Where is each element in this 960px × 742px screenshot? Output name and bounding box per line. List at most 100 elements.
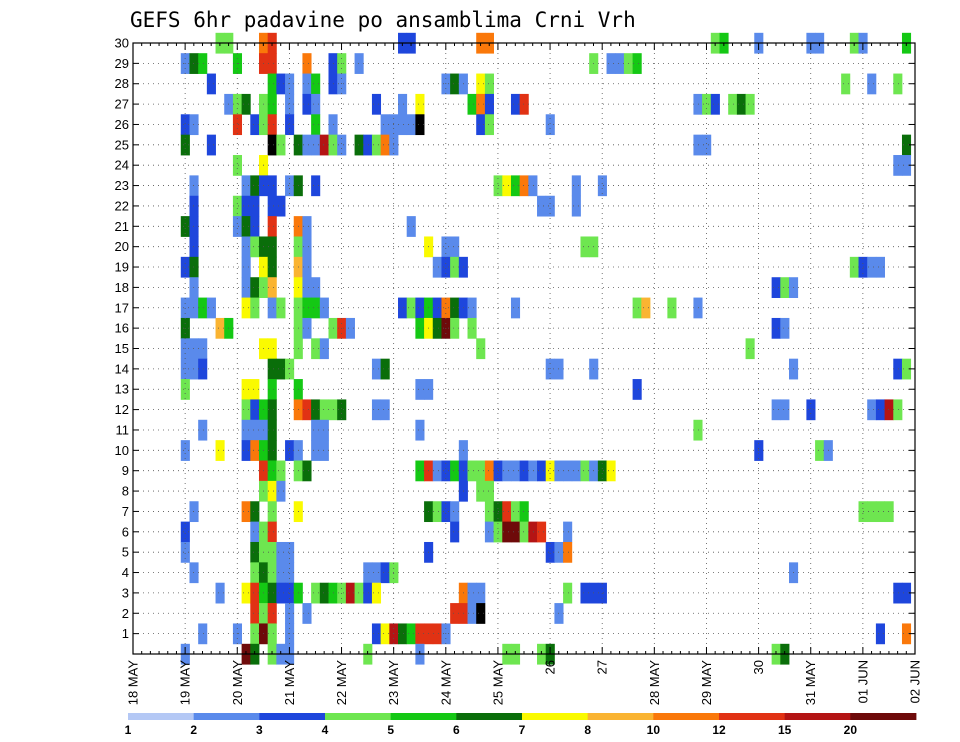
heatmap-cell bbox=[537, 195, 547, 217]
heatmap-cell bbox=[267, 399, 277, 421]
heatmap-cell bbox=[241, 419, 251, 441]
heatmap-cell bbox=[189, 236, 199, 258]
x-tick-label: 21 MAY bbox=[282, 660, 297, 706]
heatmap-cell bbox=[189, 338, 199, 360]
heatmap-cell bbox=[450, 256, 460, 278]
colorbar-label: 3 bbox=[256, 723, 263, 737]
y-tick-label: 2 bbox=[122, 606, 129, 621]
colorbar-swatch bbox=[390, 713, 457, 720]
heatmap-cell bbox=[285, 562, 295, 584]
heatmap-cell bbox=[276, 541, 286, 563]
heatmap-cell bbox=[476, 73, 486, 95]
x-tick-label: 29 MAY bbox=[699, 660, 714, 706]
heatmap-cell bbox=[597, 175, 607, 197]
heatmap-cell bbox=[563, 460, 573, 482]
heatmap-cell bbox=[189, 53, 199, 74]
heatmap-cell bbox=[241, 216, 251, 237]
heatmap-cell bbox=[267, 256, 277, 278]
heatmap-cell bbox=[241, 440, 251, 461]
heatmap-cell bbox=[319, 297, 329, 319]
colorbar-legend: 1 2 3 4 5 6 7 8 10 12 15 20 bbox=[125, 713, 917, 737]
heatmap-cell bbox=[476, 93, 486, 115]
heatmap-cell bbox=[519, 175, 529, 197]
x-tick-label: 24 MAY bbox=[438, 660, 453, 706]
heatmap-cell bbox=[311, 419, 321, 441]
heatmap-cell bbox=[510, 460, 521, 482]
heatmap-cell bbox=[215, 582, 225, 604]
heatmap-cell bbox=[484, 501, 494, 523]
heatmap-cell bbox=[302, 73, 312, 95]
colorbar-label: 5 bbox=[387, 723, 394, 737]
heatmap-cell bbox=[311, 297, 321, 319]
heatmap-cell bbox=[884, 399, 894, 421]
heatmap-cell bbox=[806, 399, 816, 421]
heatmap-cell bbox=[580, 236, 590, 258]
heatmap-cell bbox=[736, 93, 746, 115]
heatmap-cell bbox=[467, 603, 477, 624]
heatmap-cell bbox=[276, 562, 286, 584]
heatmap-cell bbox=[241, 175, 251, 197]
heatmap-cell bbox=[667, 297, 677, 319]
heatmap-cell bbox=[206, 134, 216, 156]
heatmap-cell bbox=[267, 73, 277, 95]
heatmap-cell bbox=[563, 521, 573, 543]
heatmap-cell bbox=[415, 419, 425, 441]
heatmap-cell bbox=[432, 460, 442, 482]
heatmap-cell bbox=[545, 358, 555, 380]
heatmap-cell bbox=[189, 562, 199, 584]
y-tick-label: 27 bbox=[115, 97, 129, 112]
heatmap-cell bbox=[875, 256, 885, 278]
heatmap-cell bbox=[267, 236, 277, 258]
heatmap-cell bbox=[180, 114, 190, 136]
heatmap-cell bbox=[319, 440, 329, 461]
heatmap-cell bbox=[545, 114, 555, 136]
heatmap-cell bbox=[563, 582, 573, 604]
heatmap-cell bbox=[406, 114, 416, 136]
y-tick-label: 6 bbox=[122, 524, 129, 539]
heatmap-cell bbox=[893, 582, 903, 604]
heatmap-cell bbox=[276, 480, 286, 502]
heatmap-cell bbox=[189, 501, 199, 523]
heatmap-cell bbox=[189, 114, 199, 136]
heatmap-cell bbox=[371, 623, 382, 645]
heatmap-cell bbox=[406, 216, 416, 237]
heatmap-cell bbox=[354, 134, 364, 156]
y-tick-label: 8 bbox=[122, 484, 129, 499]
y-tick-label: 22 bbox=[115, 198, 129, 213]
heatmap-cell bbox=[406, 297, 416, 319]
heatmap-cell bbox=[206, 297, 216, 319]
heatmap-cell bbox=[250, 623, 260, 645]
x-tick-label: 26 bbox=[543, 660, 558, 674]
heatmap-cell bbox=[467, 460, 477, 482]
heatmap-cell bbox=[476, 480, 486, 502]
x-tick-label: 19 MAY bbox=[178, 660, 193, 706]
x-tick-label: 22 MAY bbox=[334, 660, 349, 706]
y-tick-label: 23 bbox=[115, 178, 129, 193]
heatmap-cell bbox=[250, 501, 260, 523]
heatmap-cell bbox=[250, 440, 260, 461]
y-tick-label: 11 bbox=[116, 422, 130, 437]
heatmap-cell bbox=[215, 440, 225, 461]
heatmap-cell bbox=[415, 379, 425, 400]
colorbar-label: 12 bbox=[712, 723, 726, 737]
heatmap-cell bbox=[728, 93, 738, 115]
heatmap-cell bbox=[441, 297, 451, 319]
heatmap-cell bbox=[302, 53, 312, 74]
heatmap-cell bbox=[484, 460, 494, 482]
heatmap-cell bbox=[537, 521, 547, 543]
heatmap-cell bbox=[571, 460, 581, 482]
heatmap-cell bbox=[354, 53, 364, 74]
heatmap-cell bbox=[319, 134, 329, 156]
heatmap-cell bbox=[702, 93, 712, 115]
heatmap-cell bbox=[319, 582, 329, 604]
colorbar-label: 8 bbox=[584, 723, 591, 737]
y-tick-label: 1 bbox=[122, 626, 129, 641]
heatmap-cell bbox=[510, 93, 521, 115]
heatmap-cell bbox=[432, 623, 442, 645]
heatmap-cell bbox=[250, 379, 260, 400]
heatmap-cell bbox=[267, 195, 277, 217]
heatmap-cell bbox=[267, 93, 277, 115]
heatmap-cell bbox=[571, 195, 581, 217]
heatmap-cell bbox=[180, 379, 190, 400]
